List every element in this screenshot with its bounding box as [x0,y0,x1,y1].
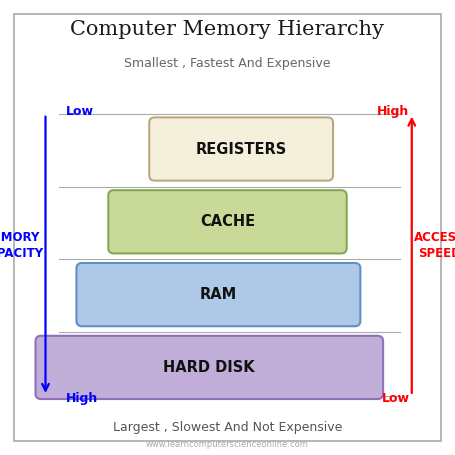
FancyBboxPatch shape [76,263,360,326]
Text: CACHE: CACHE [200,214,255,229]
Text: REGISTERS: REGISTERS [196,142,287,157]
Text: HARD DISK: HARD DISK [163,360,255,375]
FancyBboxPatch shape [149,117,333,181]
Text: Computer Memory Hierarchy: Computer Memory Hierarchy [71,20,384,39]
FancyBboxPatch shape [108,190,347,253]
Text: Largest , Slowest And Not Expensive: Largest , Slowest And Not Expensive [113,421,342,434]
FancyBboxPatch shape [14,14,441,441]
Text: High: High [66,392,98,404]
Text: High: High [377,105,410,118]
Text: Low: Low [66,105,94,118]
FancyBboxPatch shape [35,336,383,399]
Text: MEMORY
CAPACITY: MEMORY CAPACITY [0,231,43,260]
Text: www.learncomputerscienceonline.com: www.learncomputerscienceonline.com [146,440,309,450]
Text: RAM: RAM [200,287,237,302]
Text: Low: Low [381,392,410,404]
Text: Smallest , Fastest And Expensive: Smallest , Fastest And Expensive [124,57,331,70]
Text: ACCESS
SPEED: ACCESS SPEED [414,231,455,260]
